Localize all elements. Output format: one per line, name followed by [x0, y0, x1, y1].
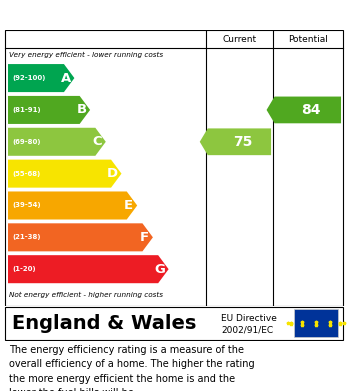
- Polygon shape: [8, 255, 168, 283]
- Text: A: A: [61, 72, 71, 84]
- Polygon shape: [8, 160, 121, 188]
- Text: 84: 84: [301, 103, 321, 117]
- Text: B: B: [76, 104, 86, 117]
- Text: Very energy efficient - lower running costs: Very energy efficient - lower running co…: [9, 52, 163, 58]
- Text: Not energy efficient - higher running costs: Not energy efficient - higher running co…: [9, 292, 163, 298]
- Polygon shape: [267, 97, 341, 123]
- Polygon shape: [8, 128, 106, 156]
- Polygon shape: [8, 64, 74, 92]
- Text: Current: Current: [222, 34, 256, 43]
- Text: (55-68): (55-68): [12, 170, 40, 177]
- Text: 75: 75: [233, 135, 253, 149]
- Text: C: C: [92, 135, 102, 148]
- Text: (39-54): (39-54): [12, 203, 41, 208]
- Polygon shape: [8, 192, 137, 219]
- Text: (21-38): (21-38): [12, 234, 41, 240]
- Text: (92-100): (92-100): [12, 75, 46, 81]
- Text: E: E: [124, 199, 133, 212]
- Text: The energy efficiency rating is a measure of the
overall efficiency of a home. T: The energy efficiency rating is a measur…: [9, 345, 254, 391]
- Text: (69-80): (69-80): [12, 139, 41, 145]
- Text: F: F: [140, 231, 149, 244]
- Polygon shape: [8, 96, 90, 124]
- Polygon shape: [8, 223, 153, 251]
- Text: 2002/91/EC: 2002/91/EC: [221, 325, 273, 334]
- Text: EU Directive: EU Directive: [221, 314, 277, 323]
- Text: (81-91): (81-91): [12, 107, 41, 113]
- Text: England & Wales: England & Wales: [12, 314, 197, 333]
- Bar: [294, 309, 338, 337]
- Text: Potential: Potential: [288, 34, 328, 43]
- Polygon shape: [200, 128, 271, 155]
- Text: G: G: [155, 263, 165, 276]
- Text: D: D: [107, 167, 118, 180]
- Text: (1-20): (1-20): [12, 266, 36, 272]
- Text: Energy Efficiency Rating: Energy Efficiency Rating: [9, 6, 238, 24]
